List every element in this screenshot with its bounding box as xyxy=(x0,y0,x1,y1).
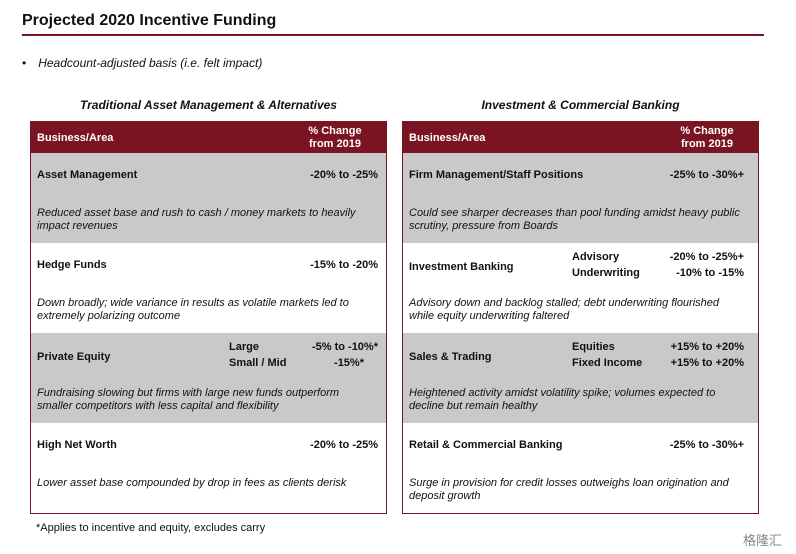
row: Sales & Trading Equities +15% to +20% Fixed… xyxy=(403,333,758,423)
item-value: -15% to -20% xyxy=(310,259,378,271)
row: Private Equity Large -5% to -10%* Small / M… xyxy=(31,333,386,423)
row-name: Asset Management xyxy=(37,169,138,181)
row-name: Investment Banking xyxy=(409,261,514,273)
column-header: Business/Area xyxy=(37,132,114,144)
item-value: -20% to -25%+ xyxy=(669,251,744,263)
column-header: % Change from 2019 xyxy=(308,125,362,150)
table: Investment & Commercial Banking Business/… xyxy=(402,98,759,514)
row: Retail & Commercial Banking -25% to -30%+… xyxy=(403,423,758,513)
footnote: *Applies to incentive and equity, exclud… xyxy=(36,522,266,534)
row-note: Surge in provision for credit losses out… xyxy=(409,477,729,502)
row-note: Down broadly; wide variance in results a… xyxy=(37,297,349,322)
row-name: Private Equity xyxy=(37,351,111,363)
column-header: % Change from 2019 xyxy=(680,125,734,150)
row-note: Advisory down and backlog stalled; debt … xyxy=(409,297,720,322)
row-name: Hedge Funds xyxy=(37,259,107,271)
row-note: Could see sharper decreases than pool fu… xyxy=(409,207,740,232)
header-row: Business/Area % Change from 2019 xyxy=(403,122,758,153)
row-name: Sales & Trading xyxy=(409,351,492,363)
item-value: -20% to -25% xyxy=(310,439,378,451)
row-note: Reduced asset base and rush to cash / mo… xyxy=(37,207,356,232)
row: Asset Management -20% to -25% Reduced asse… xyxy=(31,153,386,243)
row-note: Lower asset base compounded by drop in f… xyxy=(37,477,347,489)
row-note: Fundraising slowing but firms with large… xyxy=(37,387,340,412)
item-label: Fixed Income xyxy=(572,357,643,369)
table-title: Investment & Commercial Banking xyxy=(481,98,680,112)
item-value: -25% to -30%+ xyxy=(669,169,744,181)
table-body: Business/Area % Change from 2019 Asset Man… xyxy=(30,121,387,514)
table-title: Traditional Asset Management & Alternati… xyxy=(80,98,337,112)
item-value: -20% to -25% xyxy=(310,169,378,181)
item-value: +15% to +20% xyxy=(670,357,744,369)
item-label: Underwriting xyxy=(572,267,640,279)
table-body: Business/Area % Change from 2019 Firm Mana… xyxy=(402,121,759,514)
item-value: +15% to +20% xyxy=(670,341,744,353)
row: High Net Worth -20% to -25% Lower asset ba… xyxy=(31,423,386,513)
item-label: Advisory xyxy=(572,251,620,263)
item-label: Equities xyxy=(572,341,615,353)
title: Projected 2020 Incentive Funding xyxy=(22,12,277,29)
row-name: Firm Management/Staff Positions xyxy=(409,169,584,181)
item-label: Large xyxy=(229,341,259,353)
item-value: -15%* xyxy=(334,357,364,369)
row: Hedge Funds -15% to -20% Down broadly; wid… xyxy=(31,243,386,333)
column-header: Business/Area xyxy=(409,132,486,144)
row: Firm Management/Staff Positions -25% to -… xyxy=(403,153,758,243)
row: Investment Banking Advisory -20% to -25%+ U… xyxy=(403,243,758,333)
bullet: Headcount-adjusted basis (i.e. felt impa… xyxy=(22,56,262,70)
item-value: -25% to -30%+ xyxy=(669,439,744,451)
header-row: Business/Area % Change from 2019 xyxy=(31,122,386,153)
title-rule xyxy=(22,34,764,36)
row-name: High Net Worth xyxy=(37,439,117,451)
watermark: 格隆汇 xyxy=(742,533,782,548)
item-label: Small / Mid xyxy=(229,357,287,369)
row-note: Heightened activity amidst volatility sp… xyxy=(409,387,716,412)
item-value: -5% to -10%* xyxy=(311,341,378,353)
item-value: -10% to -15% xyxy=(676,267,744,279)
row-name: Retail & Commercial Banking xyxy=(409,439,563,451)
table: Traditional Asset Management & Alternati… xyxy=(30,98,387,514)
